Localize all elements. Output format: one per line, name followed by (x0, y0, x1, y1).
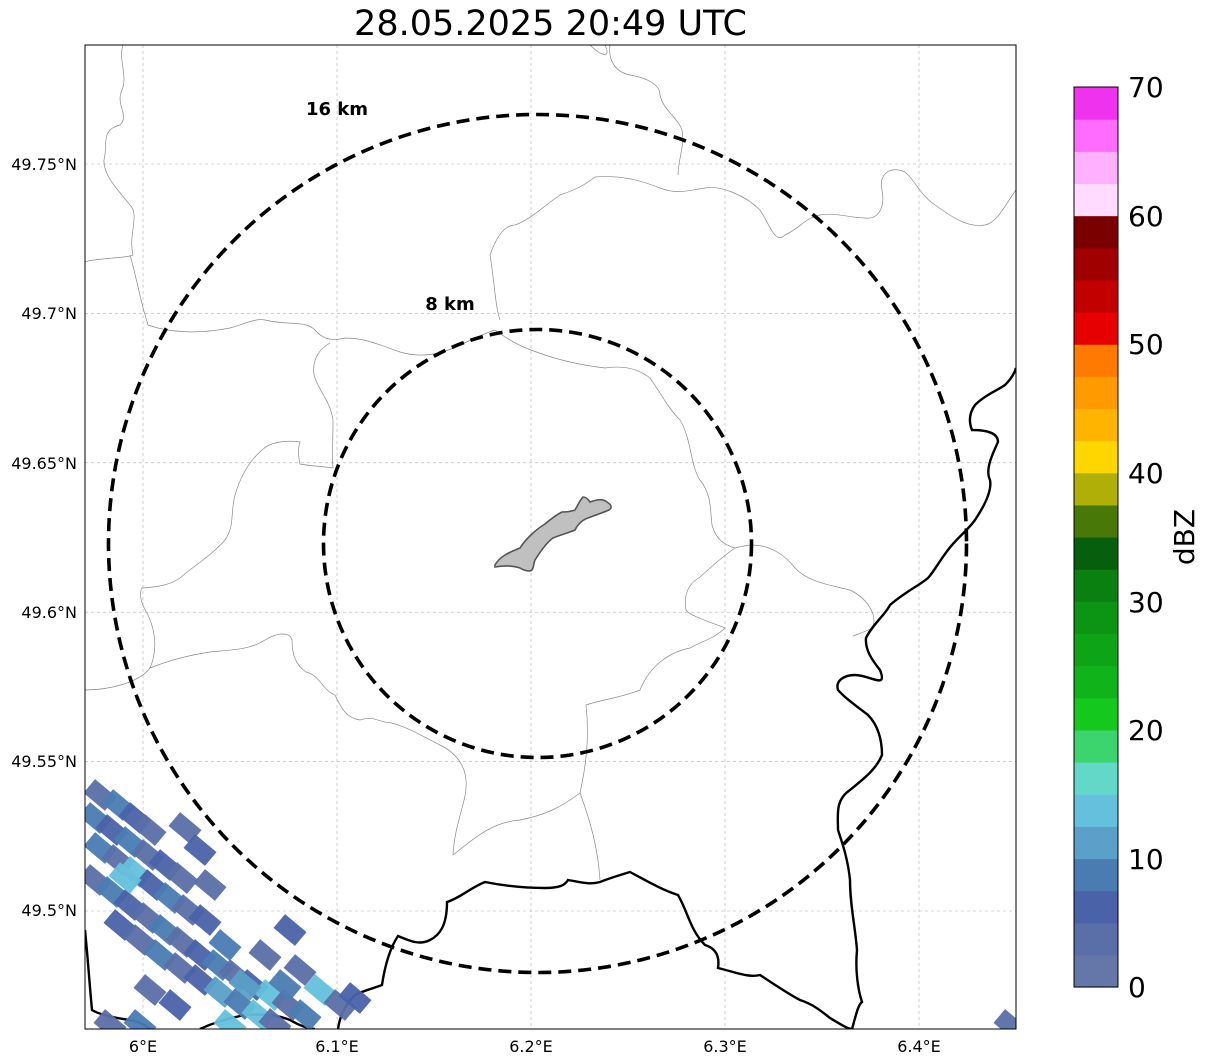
lon-tick-label: 6°E (129, 1037, 157, 1056)
colorbar-segment (1074, 569, 1118, 602)
lat-tick-label: 49.65°N (11, 454, 77, 473)
colorbar-tick-label: 0 (1128, 971, 1146, 1004)
range-ring-8km (321, 327, 754, 760)
latitude-tick-labels: 49.75°N 49.7°N 49.65°N 49.6°N 49.55°N 49… (11, 155, 77, 920)
colorbar-segment (1074, 215, 1118, 249)
colorbar-segment (1074, 440, 1118, 474)
lon-tick-label: 6.2°E (509, 1037, 553, 1056)
colorbar-segment (1074, 922, 1118, 956)
colorbar-segment (1074, 408, 1118, 442)
colorbar-segment (1074, 697, 1118, 731)
colorbar-segment (1074, 794, 1118, 827)
colorbar-tick-label: 70 (1128, 71, 1164, 104)
reflectivity-cell (208, 929, 242, 961)
ring-label-16km: 16 km (306, 99, 368, 120)
colorbar-segment (1074, 729, 1118, 763)
reflectivity-cell (133, 814, 167, 846)
lon-tick-label: 6.3°E (703, 1037, 747, 1056)
colorbar-segment (1074, 312, 1118, 345)
colorbar-segment (1074, 472, 1118, 506)
colorbar-segment (1074, 890, 1118, 924)
lat-tick-label: 49.55°N (11, 752, 77, 771)
reflectivity-cell (183, 834, 217, 866)
colorbar-segment (1074, 87, 1118, 120)
radar-site-area (494, 496, 612, 572)
colorbar-tick-label: 60 (1128, 200, 1164, 233)
lat-tick-label: 49.6°N (21, 603, 77, 622)
reflectivity-cell (165, 862, 199, 894)
reflectivity-cell (168, 812, 202, 844)
ring-label-8km: 8 km (425, 294, 475, 315)
colorbar-segment (1074, 119, 1118, 152)
reflectivity-cell (133, 974, 167, 1006)
colorbar-segment (1074, 954, 1118, 988)
colorbar-frame (1073, 86, 1119, 988)
reflectivity-cell (93, 1009, 127, 1029)
reflectivity-cell (228, 969, 262, 1001)
reflectivity-cell (323, 989, 357, 1021)
reflectivity-cell (193, 869, 227, 901)
colorbar-tick-label: 30 (1128, 586, 1164, 619)
lat-tick-label: 49.7°N (21, 304, 77, 323)
lon-tick-label: 6.4°E (897, 1037, 941, 1056)
lon-tick-label: 6.1°E (315, 1037, 359, 1056)
commune-boundaries (85, 45, 1016, 881)
colorbar-segment (1074, 665, 1118, 699)
colorbar-tick-label: 50 (1128, 328, 1164, 361)
colorbar-label: dBZ (1168, 509, 1201, 565)
reflectivity-cell (283, 954, 317, 986)
colorbar-segment (1074, 633, 1118, 667)
colorbar-segment (1074, 376, 1118, 410)
reflectivity-cell (123, 1009, 157, 1029)
colorbar (1074, 87, 1118, 988)
range-rings (106, 112, 969, 975)
colorbar-segment (1074, 504, 1118, 538)
colorbar-segment (1074, 601, 1118, 635)
colorbar-tick-label: 20 (1128, 714, 1164, 747)
reflectivity-cell (213, 1009, 247, 1029)
lat-tick-label: 49.75°N (11, 155, 77, 174)
reflectivity-cells (85, 779, 1016, 1029)
lat-tick-label: 49.5°N (21, 901, 77, 920)
reflectivity-cell (273, 914, 307, 946)
reflectivity-cell (338, 982, 372, 1014)
colorbar-tick-label: 40 (1128, 457, 1164, 490)
colorbar-segment (1074, 537, 1118, 570)
reflectivity-cell (248, 939, 282, 971)
reflectivity-cell (268, 969, 302, 1001)
colorbar-segment (1074, 826, 1118, 860)
colorbar-segment (1074, 762, 1118, 795)
colorbar-ticks: 0 10 20 30 40 50 60 70 (1128, 71, 1164, 1004)
reflectivity-cell (258, 1008, 292, 1029)
reflectivity-cell (158, 989, 192, 1021)
reflectivity-cell (288, 999, 322, 1029)
colorbar-segment (1074, 279, 1118, 313)
map-frame (84, 44, 1017, 1030)
reflectivity-cell (188, 904, 222, 936)
colorbar-segment (1074, 151, 1118, 185)
reflectivity-cell (108, 862, 142, 894)
reflectivity-cell (993, 1009, 1016, 1029)
colorbar-segment (1074, 183, 1118, 217)
colorbar-segment (1074, 858, 1118, 892)
colorbar-segment (1074, 344, 1118, 377)
gridlines (85, 45, 1016, 1029)
colorbar-segment (1074, 247, 1118, 281)
map-title: 28.05.2025 20:49 UTC (354, 4, 747, 44)
colorbar-tick-label: 10 (1128, 843, 1164, 876)
range-ring-16km (106, 112, 969, 975)
longitude-tick-labels: 6°E 6.1°E 6.2°E 6.3°E 6.4°E (129, 1037, 941, 1056)
